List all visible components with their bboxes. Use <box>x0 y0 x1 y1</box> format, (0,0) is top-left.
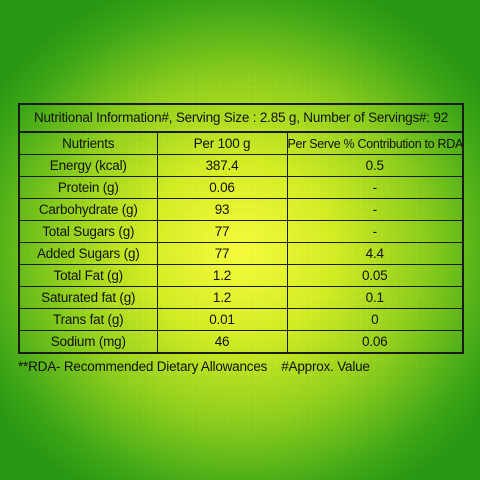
table-row: Saturated fat (g) 1.2 0.1 <box>20 286 462 309</box>
cell-rda: 0.05 <box>286 264 462 287</box>
header-per-100g: Per 100 g <box>156 133 288 155</box>
cell-per-100g: 93 <box>156 198 288 221</box>
cell-per-100g: 0.06 <box>156 176 288 199</box>
table-row: Carbohydrate (g) 93- <box>20 198 462 221</box>
cell-per-100g: 0.01 <box>156 308 288 331</box>
cell-rda: 0.06 <box>286 330 462 352</box>
table-row: Total Sugars (g) 77- <box>20 220 462 243</box>
cell-nutrient: Carbohydrate (g) <box>20 198 158 221</box>
cell-rda: - <box>286 176 462 199</box>
table-row: Added Sugars (g) 77 4.4 <box>20 242 462 265</box>
cell-per-100g: 1.2 <box>156 264 288 287</box>
nutrition-table: Nutrients Per 100 g Per Serve % Contribu… <box>20 133 462 352</box>
cell-nutrient: Added Sugars (g) <box>20 242 158 265</box>
cell-per-100g: 1.2 <box>156 286 288 309</box>
footnote: **RDA- Recommended Dietary Allowances #Ap… <box>18 359 370 374</box>
cell-nutrient: Trans fat (g) <box>20 308 158 331</box>
table-header-row: Nutrients Per 100 g Per Serve % Contribu… <box>20 133 462 155</box>
cell-nutrient: Energy (kcal) <box>20 154 158 177</box>
cell-rda: 0.1 <box>286 286 462 309</box>
cell-per-100g: 77 <box>156 220 288 243</box>
table-row: Trans fat (g) 0.01 0 <box>20 308 462 331</box>
footnote-rda: **RDA- Recommended Dietary Allowances <box>18 359 268 374</box>
table-row: Sodium (mg) 46 0.06 <box>20 330 462 352</box>
header-per-serve-rda: Per Serve % Contribution to RDA** <box>286 133 462 155</box>
footnote-approx: #Approx. Value <box>281 359 370 374</box>
cell-per-100g: 46 <box>156 330 288 352</box>
cell-per-100g: 387.4 <box>156 154 288 177</box>
nutrition-panel: Nutritional Information#, Serving Size :… <box>18 103 464 354</box>
cell-rda: 0 <box>286 308 462 331</box>
cell-rda: 4.4 <box>286 242 462 265</box>
cell-rda: 0.5 <box>286 154 462 177</box>
header-nutrients: Nutrients <box>20 133 158 155</box>
table-row: Protein (g) 0.06- <box>20 176 462 199</box>
cell-per-100g: 77 <box>156 242 288 265</box>
cell-nutrient: Sodium (mg) <box>20 330 158 352</box>
table-row: Total Fat (g) 1.2 0.05 <box>20 264 462 287</box>
cell-rda: - <box>286 220 462 243</box>
cell-nutrient: Total Sugars (g) <box>20 220 158 243</box>
cell-nutrient: Protein (g) <box>20 176 158 199</box>
table-row: Energy (kcal) 387.4 0.5 <box>20 154 462 177</box>
cell-nutrient: Saturated fat (g) <box>20 286 158 309</box>
cell-nutrient: Total Fat (g) <box>20 264 158 287</box>
cell-rda: - <box>286 198 462 221</box>
nutrition-caption: Nutritional Information#, Serving Size :… <box>20 105 462 133</box>
